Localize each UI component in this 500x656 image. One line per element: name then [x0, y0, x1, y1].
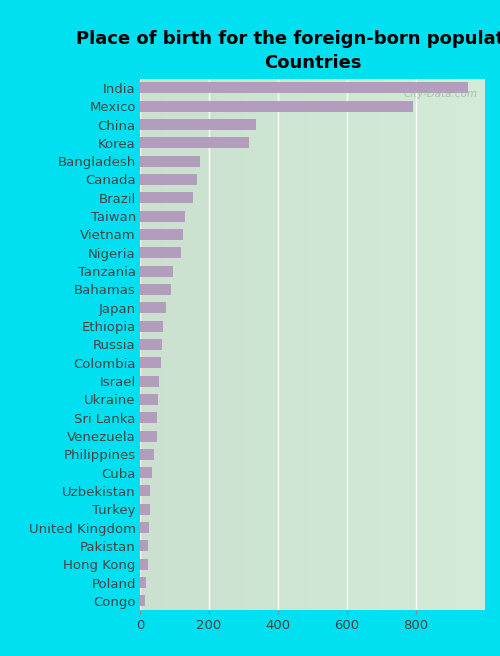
Bar	[140, 430, 156, 441]
Bar	[140, 412, 157, 423]
Bar	[140, 577, 146, 588]
Bar	[140, 394, 158, 405]
Bar	[140, 358, 160, 368]
Bar	[140, 137, 248, 148]
Bar	[140, 504, 149, 515]
Text: City-Data.com: City-Data.com	[404, 89, 478, 99]
Bar	[140, 247, 181, 258]
Bar	[140, 174, 197, 185]
Bar	[140, 321, 164, 331]
Bar	[140, 541, 148, 552]
Bar	[140, 522, 149, 533]
Bar	[140, 119, 256, 130]
Bar	[140, 559, 147, 570]
Bar	[140, 375, 159, 386]
Bar	[140, 83, 468, 93]
Bar	[140, 449, 154, 460]
Bar	[140, 485, 150, 497]
Bar	[140, 101, 412, 112]
Bar	[140, 192, 194, 203]
Bar	[140, 266, 173, 277]
Bar	[140, 339, 162, 350]
Bar	[140, 302, 166, 314]
Bar	[140, 229, 183, 240]
Bar	[140, 155, 200, 167]
Bar	[140, 467, 152, 478]
Bar	[140, 211, 185, 222]
Bar	[140, 284, 171, 295]
Bar	[140, 596, 145, 606]
Title: Place of birth for the foreign-born population -
Countries: Place of birth for the foreign-born popu…	[76, 30, 500, 72]
